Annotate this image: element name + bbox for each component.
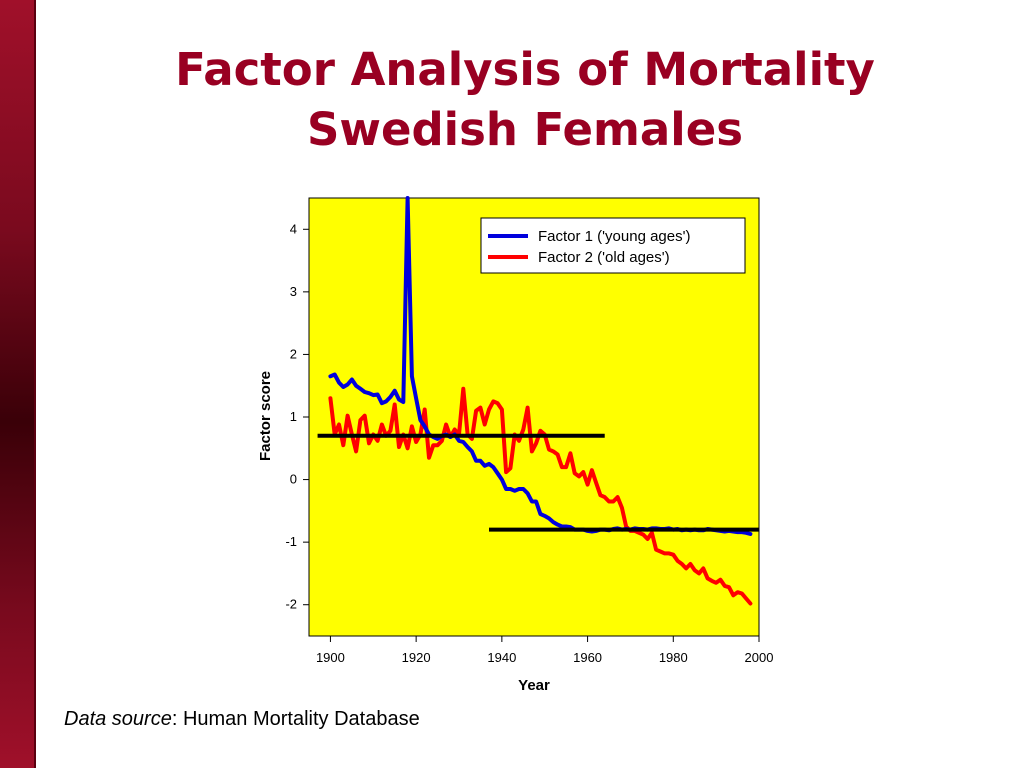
x-tick-label: 1940	[487, 650, 516, 665]
x-tick-label: 2000	[745, 650, 774, 665]
decorative-sidebar	[0, 0, 34, 768]
sidebar-divider	[34, 0, 36, 768]
x-tick-label: 1960	[573, 650, 602, 665]
slide-title-line-1: Factor Analysis of Mortality	[175, 43, 875, 96]
slide-title-line-2: Swedish Females	[306, 103, 744, 156]
y-axis-label: Factor score	[257, 371, 274, 461]
x-tick-label: 1900	[316, 650, 345, 665]
legend-label-factor-2: Factor 2 ('old ages')	[538, 249, 670, 266]
y-tick-label: 1	[290, 409, 297, 424]
legend-box	[480, 217, 746, 274]
y-tick-label: 0	[290, 472, 297, 487]
data-source-caption: Data source: Human Mortality Database	[64, 708, 420, 731]
y-tick-label: 3	[290, 284, 297, 299]
legend-label-factor-1: Factor 1 ('young ages')	[538, 228, 690, 245]
y-tick-label: 2	[290, 346, 297, 361]
x-tick-label: 1920	[402, 650, 431, 665]
y-tick-label: -2	[285, 597, 297, 612]
x-tick-label: 1980	[659, 650, 688, 665]
series-line-factor-2	[328, 386, 753, 606]
y-tick-label: -1	[285, 534, 297, 549]
x-axis-label: Year	[518, 677, 550, 694]
data-source-label: Data source	[64, 708, 172, 730]
data-source-text: : Human Mortality Database	[171, 708, 420, 730]
y-tick-label: 4	[290, 221, 297, 236]
